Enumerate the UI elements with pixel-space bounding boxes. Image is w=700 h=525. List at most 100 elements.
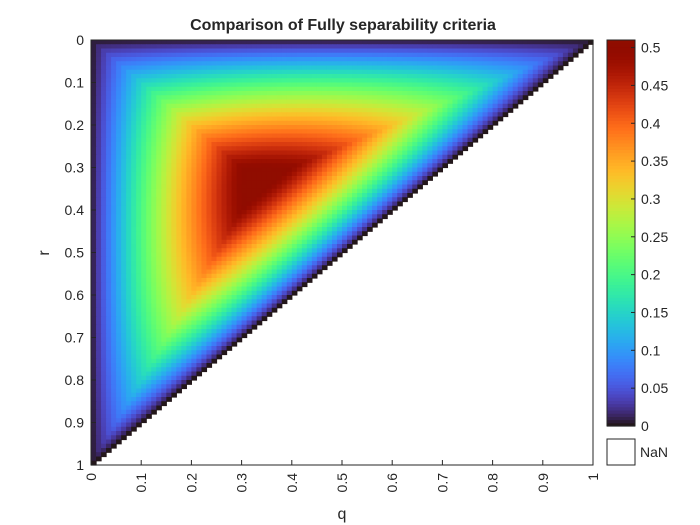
heatmap-cell	[256, 197, 263, 203]
heatmap-cell	[161, 392, 167, 398]
heatmap-cell	[422, 133, 428, 139]
heatmap-cell	[336, 180, 343, 186]
heatmap-cell	[241, 142, 248, 147]
heatmap-cell	[276, 48, 283, 54]
heatmap-cell	[216, 282, 223, 288]
heatmap-cell	[181, 193, 187, 198]
heatmap-cell	[502, 48, 509, 54]
heatmap-cell	[291, 248, 298, 254]
heatmap-cell	[226, 52, 233, 58]
heatmap-cell	[582, 40, 589, 45]
heatmap-cell	[91, 320, 97, 326]
heatmap-cell	[407, 137, 413, 143]
heatmap-cell	[136, 227, 142, 232]
heatmap-cell	[201, 363, 208, 368]
heatmap-cell	[101, 397, 107, 402]
heatmap-cell	[176, 65, 182, 71]
heatmap-cell	[256, 205, 263, 211]
heatmap-cell	[442, 44, 449, 50]
heatmap-cell	[281, 108, 288, 113]
heatmap-cell	[316, 150, 323, 156]
heatmap-cell	[321, 214, 328, 220]
heatmap-cell	[331, 231, 338, 237]
heatmap-cell	[301, 205, 308, 211]
heatmap-cell	[266, 146, 273, 152]
heatmap-cell	[372, 57, 378, 62]
heatmap-cell	[417, 108, 423, 113]
heatmap-cell	[121, 201, 127, 207]
heatmap-cell	[201, 295, 208, 300]
heatmap-cell	[246, 116, 253, 122]
heatmap-cell	[111, 120, 117, 126]
heatmap-cell	[176, 103, 182, 109]
heatmap-cell	[166, 142, 172, 147]
heatmap-cell	[377, 78, 383, 84]
heatmap-cell	[326, 44, 333, 50]
heatmap-cell	[347, 103, 353, 109]
heatmap-cell	[151, 210, 157, 215]
heatmap-cell	[116, 57, 122, 62]
heatmap-cell	[186, 380, 192, 385]
heatmap-cell	[326, 176, 333, 181]
heatmap-cell	[206, 142, 213, 147]
heatmap-cell	[126, 125, 132, 130]
heatmap-cell	[221, 154, 228, 160]
heatmap-cell	[171, 201, 177, 207]
heatmap-cell	[392, 137, 398, 143]
heatmap-cell	[221, 265, 228, 271]
heatmap-cell	[91, 65, 97, 71]
heatmap-cell	[296, 239, 303, 245]
heatmap-cell	[151, 354, 157, 360]
heatmap-cell	[151, 295, 157, 300]
heatmap-cell	[191, 256, 198, 262]
heatmap-cell	[161, 188, 167, 194]
heatmap-cell	[342, 52, 348, 58]
heatmap-cell	[101, 350, 107, 356]
heatmap-cell	[236, 316, 243, 322]
heatmap-cell	[291, 235, 298, 241]
heatmap-cell	[181, 363, 187, 368]
heatmap-cell	[131, 99, 137, 105]
heatmap-cell	[432, 108, 438, 113]
heatmap-cell	[101, 95, 107, 101]
heatmap-cell	[392, 184, 398, 190]
heatmap-cell	[301, 167, 308, 173]
heatmap-cell	[161, 184, 167, 190]
heatmap-cell	[91, 99, 97, 105]
heatmap-cell	[432, 112, 438, 118]
heatmap-cell	[121, 358, 127, 364]
heatmap-cell	[412, 78, 418, 84]
heatmap-cell	[311, 120, 318, 126]
heatmap-cell	[336, 86, 343, 92]
heatmap-cell	[181, 184, 187, 190]
heatmap-cell	[161, 222, 167, 228]
heatmap-cell	[336, 214, 343, 220]
heatmap-cell	[447, 82, 454, 88]
heatmap-cell	[291, 154, 298, 160]
heatmap-cell	[336, 137, 343, 143]
heatmap-cell	[241, 154, 248, 160]
heatmap-cell	[161, 48, 167, 54]
heatmap-cell	[176, 57, 182, 62]
heatmap-cell	[111, 95, 117, 101]
heatmap-cell	[367, 137, 373, 143]
heatmap-cell	[427, 40, 433, 45]
heatmap-cell	[146, 57, 152, 62]
heatmap-cell	[121, 188, 127, 194]
heatmap-cell	[281, 193, 288, 198]
heatmap-cell	[452, 44, 459, 50]
heatmap-cell	[246, 193, 253, 198]
heatmap-cell	[141, 40, 147, 45]
heatmap-cell	[196, 299, 203, 305]
heatmap-cell	[236, 252, 243, 258]
heatmap-cell	[357, 95, 363, 101]
heatmap-cell	[196, 282, 203, 288]
heatmap-cell	[372, 205, 378, 211]
heatmap-cell	[417, 44, 423, 50]
heatmap-cell	[291, 176, 298, 181]
heatmap-cell	[246, 112, 253, 118]
heatmap-cell	[422, 57, 428, 62]
heatmap-cell	[121, 154, 127, 160]
heatmap-cell	[176, 337, 182, 343]
heatmap-cell	[357, 116, 363, 122]
